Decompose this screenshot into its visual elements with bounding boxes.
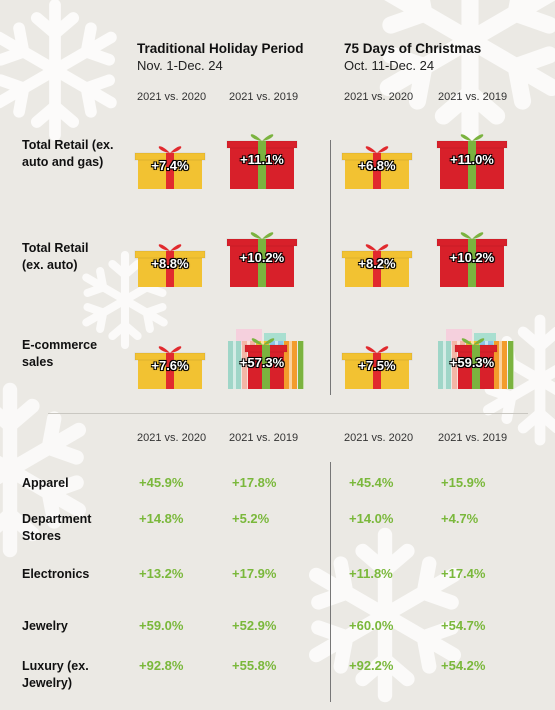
- gift-value-label: +6.8%: [358, 158, 396, 173]
- gift-value-label: +11.1%: [240, 152, 284, 167]
- category-value: +14.8%: [139, 511, 184, 526]
- gift-box-small: +7.4%: [128, 143, 212, 191]
- column-header: 2021 vs. 2019: [438, 432, 508, 444]
- row-label: Total Retail (ex. auto): [22, 241, 89, 272]
- category-value: +4.7%: [441, 511, 479, 526]
- gift-box-large: +10.2%: [430, 229, 514, 289]
- category-label: Electronics: [22, 567, 90, 581]
- category-value: +59.0%: [139, 618, 184, 633]
- category-value: +5.2%: [232, 511, 270, 526]
- gift-stack: +57.3%: [220, 321, 304, 391]
- category-value: +17.4%: [441, 566, 486, 581]
- column-header: 2021 vs. 2019: [438, 91, 508, 103]
- column-header: 2021 vs. 2019: [229, 91, 299, 103]
- gift-value-label: +10.2%: [449, 250, 495, 265]
- row-label: Total Retail (ex. auto and gas): [22, 138, 114, 169]
- category-value: +54.7%: [441, 618, 486, 633]
- row-label: E-commerce sales: [22, 338, 98, 369]
- category-value: +92.8%: [139, 658, 184, 673]
- period-dates-traditional: Nov. 1-Dec. 24: [137, 58, 223, 73]
- category-label: Luxury (ex. Jewelry): [22, 659, 89, 690]
- column-header: 2021 vs. 2020: [137, 432, 207, 444]
- gift-box-small: +7.5%: [335, 343, 419, 391]
- gift-box-small: +8.2%: [335, 241, 419, 289]
- category-value: +92.2%: [349, 658, 394, 673]
- category-value: +15.9%: [441, 475, 486, 490]
- category-value: +55.8%: [232, 658, 277, 673]
- gift-box-small: +7.6%: [128, 343, 212, 391]
- gift-value-label: +8.8%: [151, 256, 189, 271]
- period-dates-75-days: Oct. 11-Dec. 24: [344, 58, 435, 73]
- gift-value-label: +7.6%: [151, 358, 189, 373]
- category-value: +14.0%: [349, 511, 394, 526]
- category-value: +17.9%: [232, 566, 277, 581]
- category-label: Department Stores: [22, 512, 92, 543]
- column-header: 2021 vs. 2019: [229, 432, 299, 444]
- category-value: +54.2%: [441, 658, 486, 673]
- category-label: Apparel: [22, 476, 69, 490]
- column-header: 2021 vs. 2020: [344, 432, 414, 444]
- gift-value-label: +10.2%: [239, 250, 285, 265]
- gift-box-large: +11.0%: [430, 131, 514, 191]
- column-header: 2021 vs. 2020: [137, 91, 207, 103]
- category-value: +17.8%: [232, 475, 277, 490]
- gift-box-small: +6.8%: [335, 143, 419, 191]
- category-value: +13.2%: [139, 566, 184, 581]
- category-value: +45.4%: [349, 475, 394, 490]
- period-title-traditional: Traditional Holiday Period: [137, 41, 304, 56]
- column-header: 2021 vs. 2020: [344, 91, 414, 103]
- category-label: Jewelry: [22, 619, 68, 633]
- category-value: +45.9%: [139, 475, 184, 490]
- section-divider: [48, 413, 528, 414]
- vertical-divider-bottom: [330, 462, 331, 702]
- gift-box-large: +10.2%: [220, 229, 304, 289]
- gift-value-label: +57.3%: [239, 355, 285, 370]
- category-value: +52.9%: [232, 618, 277, 633]
- gift-stack: +59.3%: [430, 321, 514, 391]
- category-value: +60.0%: [349, 618, 394, 633]
- gift-value-label: +11.0%: [450, 152, 494, 167]
- gift-value-label: +7.4%: [151, 158, 189, 173]
- period-title-75-days: 75 Days of Christmas: [344, 41, 482, 56]
- gift-box-small: +8.8%: [128, 241, 212, 289]
- vertical-divider-top: [330, 140, 331, 395]
- gift-value-label: +8.2%: [358, 256, 396, 271]
- gift-box-large: +11.1%: [220, 131, 304, 191]
- gift-value-label: +7.5%: [358, 358, 396, 373]
- gift-value-label: +59.3%: [449, 355, 495, 370]
- category-value: +11.8%: [349, 566, 393, 581]
